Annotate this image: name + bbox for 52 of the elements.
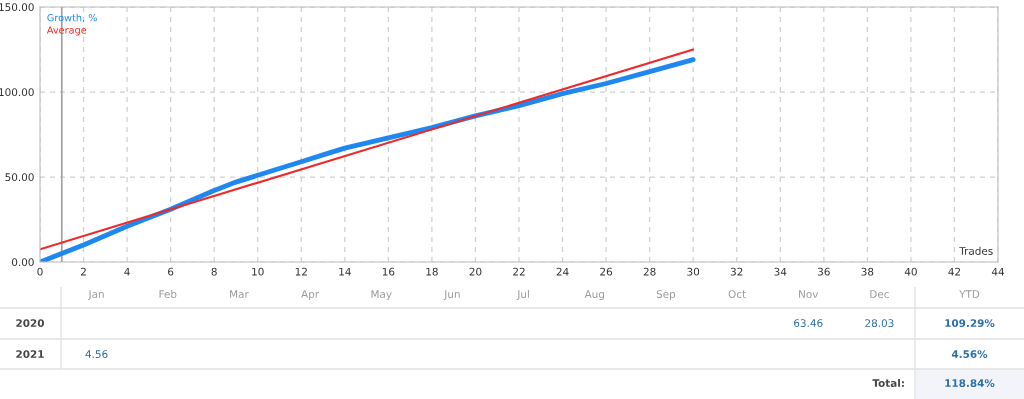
x-tick-label: 8 (211, 267, 217, 276)
x-tick-label: 36 (817, 267, 830, 276)
x-tick-label: 22 (513, 267, 525, 276)
x-tick-label: 26 (600, 267, 613, 276)
x-tick-label: 12 (295, 267, 307, 276)
y-tick-label: 150.00 (0, 3, 34, 12)
category-label: Jul (516, 289, 529, 300)
text: 63.46 (794, 319, 823, 328)
category-label: Jun (443, 290, 460, 300)
x-tick-label: 16 (382, 267, 395, 276)
text: 28.03 (865, 319, 894, 328)
y-tick-label: 50.00 (5, 173, 34, 182)
x-tick-label: 2 (80, 267, 86, 276)
category-label: Jan (88, 290, 104, 300)
x-tick-label: 30 (687, 267, 700, 276)
text: 118.84% (945, 379, 995, 388)
x-tick-label: 34 (774, 267, 787, 276)
x-tick-label: 18 (426, 267, 438, 276)
category-label: Feb (159, 289, 177, 299)
text: Average (46, 26, 87, 36)
category-label: May (371, 290, 392, 301)
category-label: 2021 (16, 350, 44, 359)
text: Growth, % (47, 13, 97, 23)
x-tick-label: 28 (643, 267, 656, 276)
category-label: YTD (959, 290, 980, 298)
x-tick-label: 6 (168, 267, 174, 276)
x-tick-label: 20 (469, 267, 482, 276)
text: 4.56% (951, 350, 988, 359)
x-tick-label: 10 (252, 267, 264, 276)
x-tick-label: 38 (861, 267, 874, 276)
category-label: Apr (301, 290, 320, 301)
category-label: Oct (728, 290, 746, 299)
x-tick-label: 0 (37, 267, 43, 276)
x-tick-label: 24 (556, 267, 569, 276)
x-tick-label: 32 (730, 267, 743, 276)
text: 109.29% (945, 319, 995, 328)
category-label: 2020 (16, 319, 44, 328)
x-tick-label: 4 (124, 267, 130, 276)
text: Total: (872, 378, 904, 388)
y-tick-label: 100.00 (0, 88, 34, 97)
x-tick-label: 14 (339, 267, 351, 276)
category-label: Nov (799, 290, 819, 299)
x-tick-label: 42 (948, 267, 961, 276)
x-axis-title: Trades (959, 246, 993, 255)
category-label: Dec (870, 290, 889, 299)
category-label: Sep (656, 290, 676, 301)
x-tick-label: 40 (904, 267, 917, 276)
category-label: Aug (584, 290, 604, 301)
category-label: Mar (230, 290, 249, 299)
x-tick-label: 44 (991, 267, 1005, 276)
y-tick-label: 0.00 (11, 258, 34, 267)
text: 4.56 (85, 350, 108, 359)
